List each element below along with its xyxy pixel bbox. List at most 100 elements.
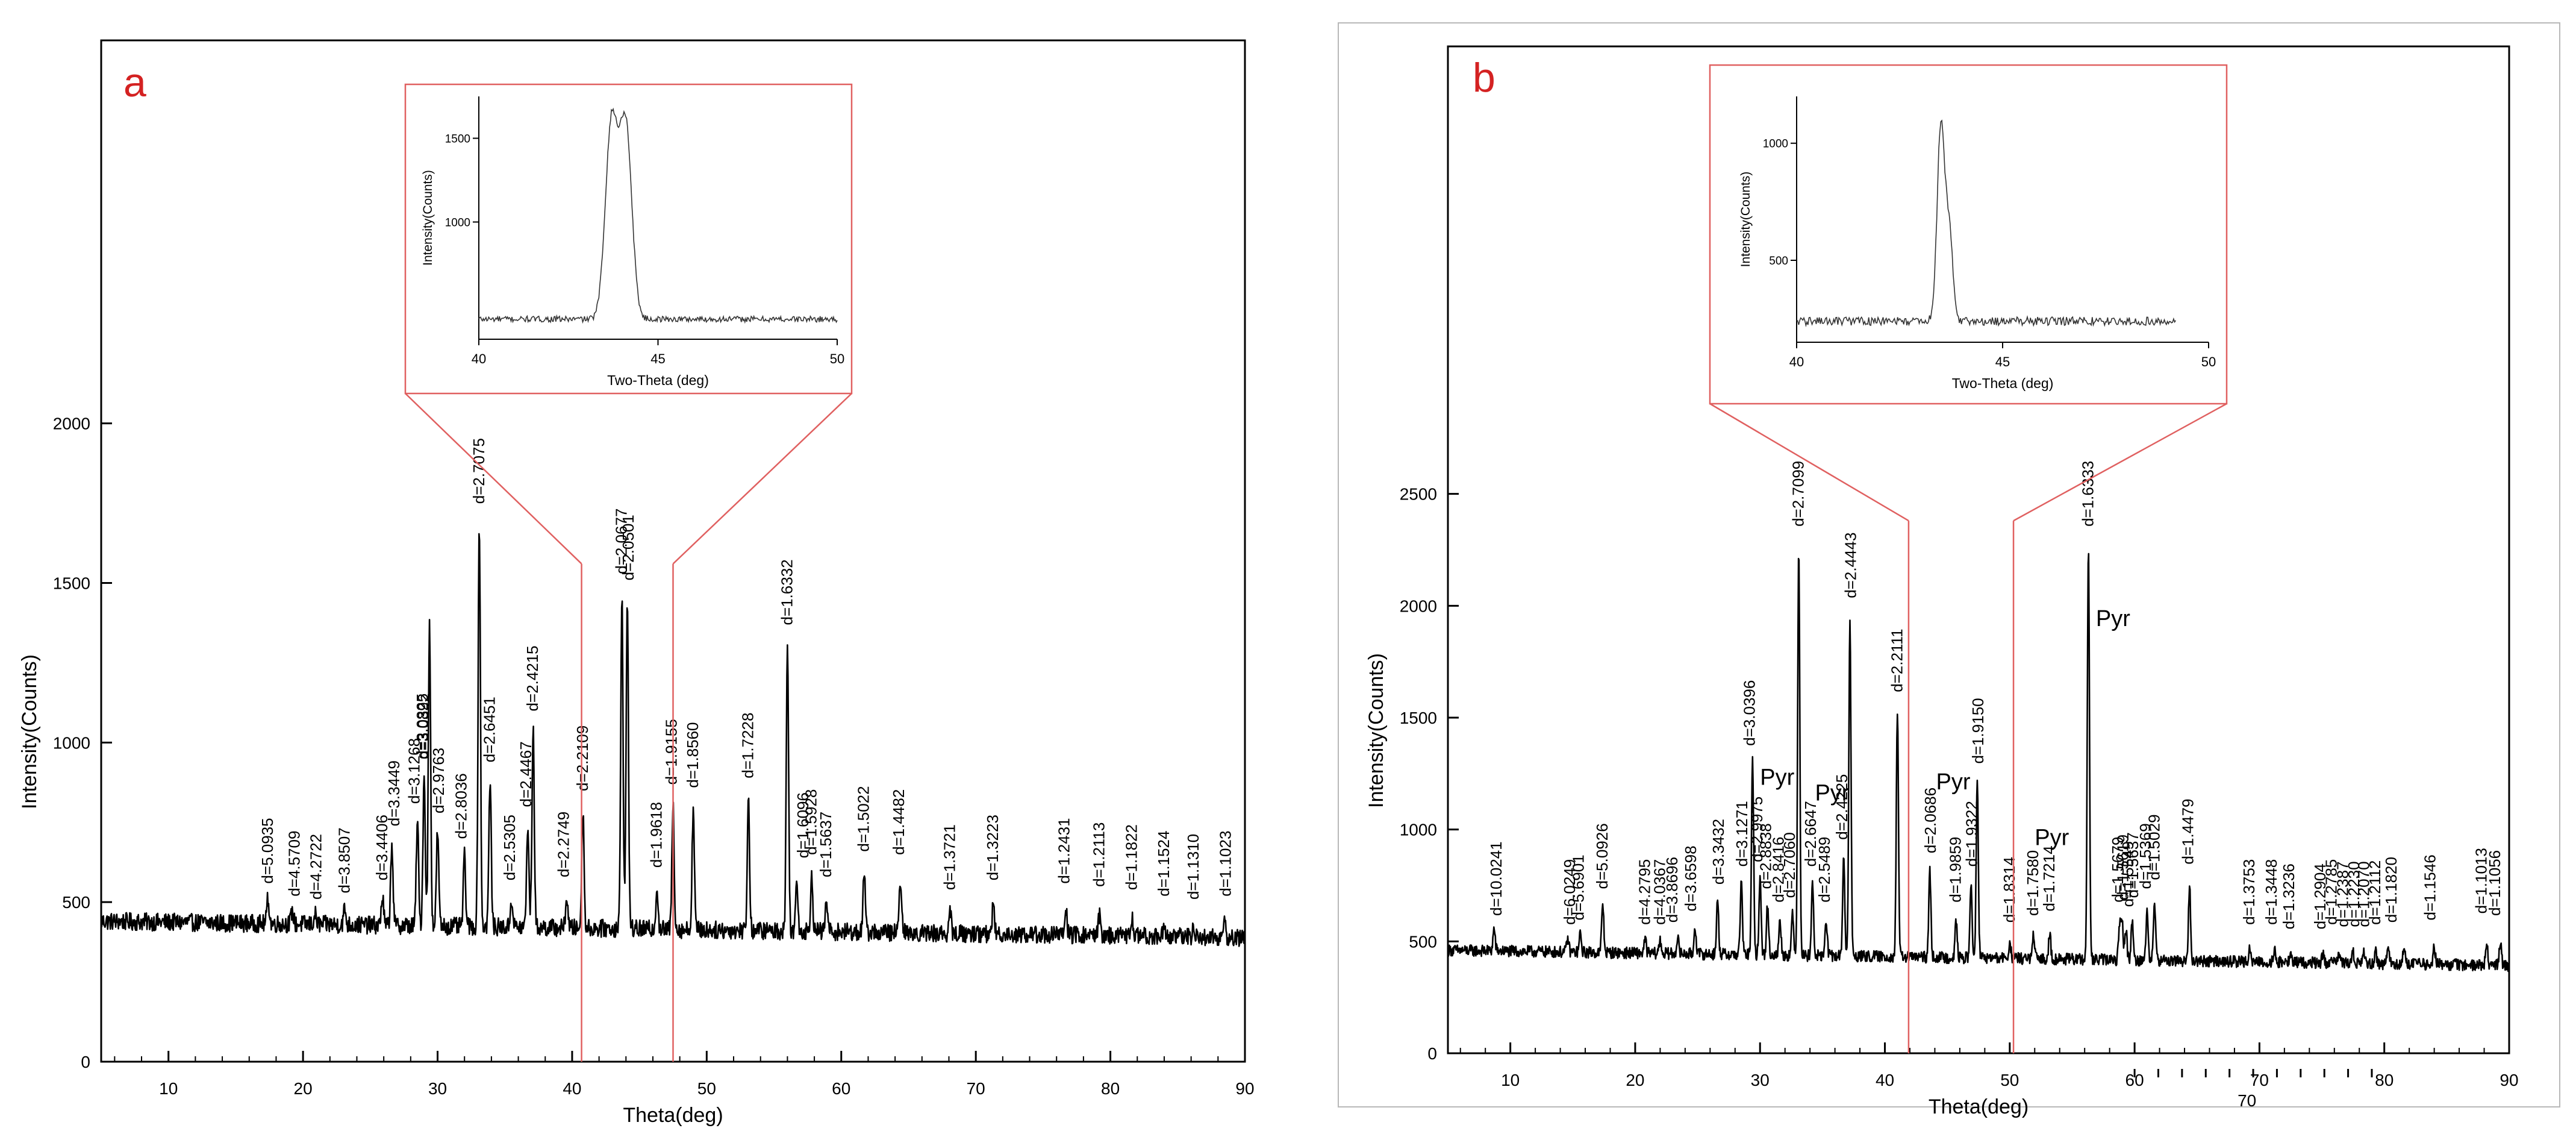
x-axis-label: Theta(deg): [623, 1104, 723, 1127]
inset-y-tick-label: 500: [1769, 255, 1788, 268]
d-spacing-label: d=1.8314: [2000, 857, 2018, 923]
d-spacing-label: d=1.2431: [1055, 818, 1073, 883]
y-axis-label: Intensity(Counts): [18, 654, 41, 809]
d-spacing-label: d=1.6096: [794, 792, 812, 858]
peak-point: [2353, 939, 2354, 940]
peak-point: [2500, 927, 2501, 929]
panel-outer-frame: [1338, 22, 2560, 1107]
d-spacing-label: d=2.8416: [1769, 837, 1787, 903]
d-spacing-label: d=2.4443: [1842, 533, 1860, 598]
peak-point: [1767, 900, 1768, 901]
d-spacing-label: d=3.0392: [414, 694, 432, 759]
d-spacing-label: d=1.1013: [2472, 848, 2490, 913]
d-spacing-label: d=3.1271: [1733, 801, 1751, 866]
d-spacing-label: d=1.9155: [662, 719, 680, 785]
peak-point: [1602, 900, 1603, 901]
d-spacing-label: d=5.0935: [258, 818, 276, 883]
y-axis-label: Intensity(Counts): [1365, 653, 1388, 808]
inset-x-tick-label: 40: [472, 351, 486, 366]
peak-point: [826, 889, 827, 890]
peak-point: [2404, 930, 2405, 931]
d-spacing-label: d=6.0249: [1561, 859, 1579, 925]
phase-label-pyr: Pyr: [2096, 606, 2130, 631]
peak-point: [811, 866, 812, 868]
phase-label-pyr: Pyr: [1936, 769, 1971, 795]
peak-point: [1099, 898, 1100, 900]
x-tick-label: 60: [832, 1079, 850, 1098]
d-spacing-label: d=3.3432: [1709, 819, 1727, 885]
inset-chart: 40 45 50 500 1000 Two-Theta (deg) Intensity(Co…: [1709, 64, 2228, 405]
peak-point: [566, 889, 567, 890]
peak-point: [532, 723, 534, 724]
peak-point: [582, 803, 584, 804]
d-spacing-label: d=1.5928: [802, 789, 820, 855]
d-spacing-label: d=1.7228: [739, 713, 757, 778]
d-spacing-label: d=1.5637: [817, 812, 835, 877]
inset-x-tick-label: 50: [830, 351, 844, 366]
x-tick-label: 50: [697, 1079, 716, 1098]
inset-x-tick-label: 45: [1995, 354, 2010, 369]
d-spacing-label: d=1.5549: [2119, 841, 2137, 907]
d-spacing-label: d=1.5022: [855, 786, 873, 851]
peak-point: [2132, 909, 2133, 910]
peak-point: [950, 901, 951, 903]
d-spacing-label: d=1.7214: [2040, 845, 2058, 911]
d-spacing-label: d=2.5489: [1815, 837, 1833, 903]
peak-point: [787, 637, 788, 638]
peak-point: [1131, 901, 1132, 903]
peak-point: [1929, 865, 1930, 866]
bottom-tick-label: 70: [2238, 1091, 2256, 1110]
d-spacing-label: d=2.2111: [1888, 628, 1906, 692]
x-tick-label: 90: [2500, 1071, 2518, 1089]
peak-point: [2121, 912, 2122, 913]
inset-pattern-line: [1796, 119, 2176, 328]
d-spacing-label: d=1.5369: [2136, 823, 2154, 889]
panel-b: b10 20 30 40 50 60 70 80 9005001000150020002500T…: [1338, 22, 2560, 1118]
peak-point: [1717, 896, 1718, 897]
phase-label-pyr: Pyr: [1815, 780, 1849, 806]
d-spacing-label: d=3.8507: [335, 827, 353, 893]
x-tick-label: 10: [1501, 1071, 1520, 1089]
d-spacing-label: d=2.7099: [1789, 461, 1807, 527]
y-tick-label: 500: [1409, 932, 1437, 951]
peak-point: [2033, 927, 2034, 929]
panel-a: a 10 20 30 40 50 60 70 80 90 0 500 1000 1500 2000 Theta…: [18, 39, 1255, 1127]
peak-point: [2154, 892, 2155, 893]
zoom-guide-right-diagonal: [2013, 403, 2227, 522]
d-spacing-label: d=1.3448: [2262, 859, 2280, 925]
inset-x-axis-label: Two-Theta (deg): [607, 372, 709, 388]
peak-point: [2387, 934, 2389, 935]
x-tick-label: 20: [294, 1079, 313, 1098]
x-tick-label: 30: [1751, 1071, 1770, 1089]
d-spacing-label: d=1.2112: [2366, 860, 2384, 925]
y-tick-label: 2000: [53, 415, 90, 433]
d-spacing-label: d=2.7060: [1780, 832, 1798, 898]
peak-point: [993, 892, 994, 893]
peak-point: [656, 879, 658, 880]
d-spacing-label: d=10.0241: [1487, 841, 1505, 916]
d-spacing-label: d=5.0926: [1593, 823, 1611, 889]
peak-point: [1812, 878, 1813, 879]
d-spacing-label: d=2.2749: [555, 812, 573, 877]
d-spacing-label: d=2.0686: [1921, 788, 1939, 853]
inset-y-tick-label: 1000: [445, 216, 470, 229]
peak-point: [511, 892, 512, 893]
d-spacing-label: d=2.9975: [1748, 797, 1766, 862]
plot-area-frame: [1447, 45, 2510, 1054]
peak-point: [1977, 775, 1978, 777]
peak-point: [2364, 939, 2365, 940]
zoom-guide-left-diagonal: [405, 393, 582, 565]
peak-point: [864, 863, 865, 865]
y-tick-label: 1500: [1400, 709, 1437, 727]
x-tick-label: 40: [563, 1079, 581, 1098]
d-spacing-label: d=3.4406: [373, 815, 391, 880]
peak-point: [796, 869, 797, 871]
y-tick-label: 2500: [1400, 485, 1437, 504]
d-spacing-label: d=2.0501: [619, 515, 637, 580]
peak-point: [1843, 851, 1844, 853]
peak-point: [437, 825, 438, 826]
inset-pattern-line: [478, 107, 838, 324]
d-spacing-label: d=1.9859: [1947, 837, 1965, 903]
